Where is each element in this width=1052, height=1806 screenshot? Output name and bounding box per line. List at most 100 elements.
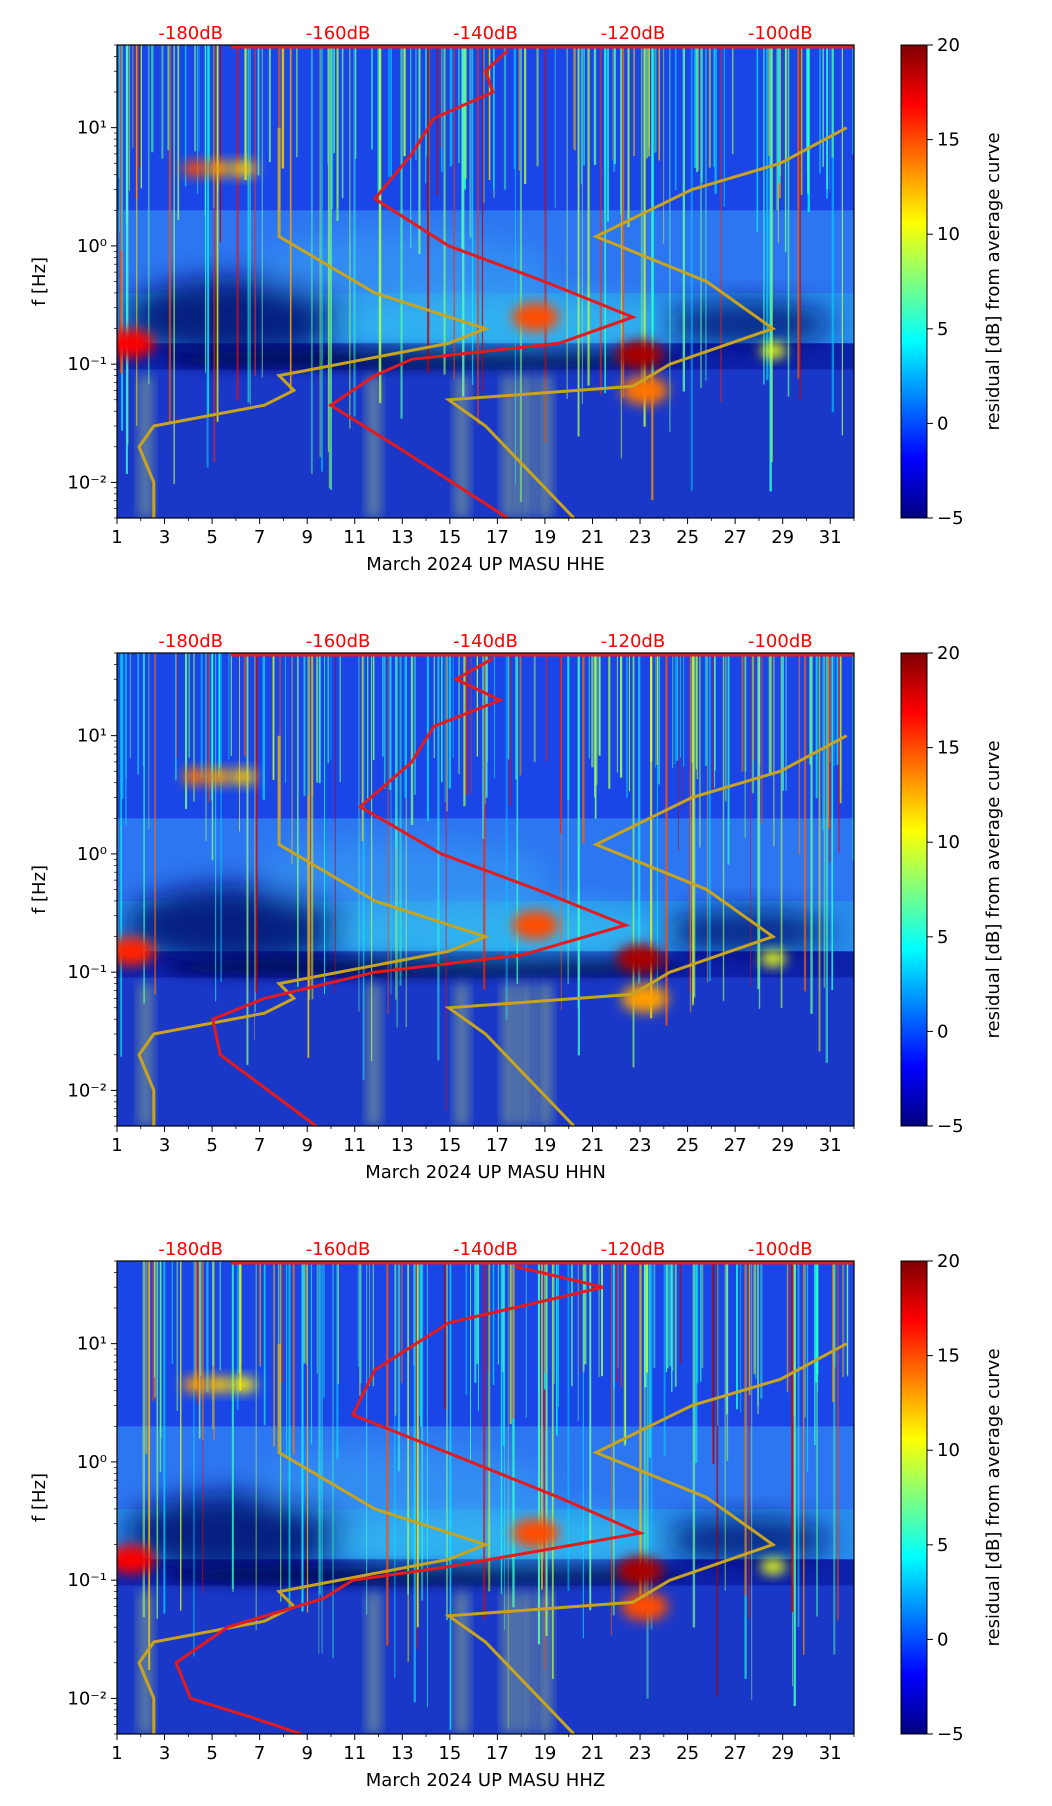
event-streak	[785, 45, 787, 159]
event-streak	[656, 653, 658, 1002]
event-streak	[390, 45, 392, 178]
event-streak	[852, 653, 854, 861]
event-streak	[769, 45, 772, 492]
event-streak	[278, 1261, 280, 1425]
event-streak	[361, 653, 364, 841]
event-streak	[639, 1261, 642, 1596]
colorbar-tick-label: 0	[937, 413, 948, 434]
event-streak	[453, 45, 455, 380]
event-streak	[268, 45, 271, 163]
event-streak	[213, 45, 216, 462]
event-streak	[125, 45, 128, 474]
event-streak	[444, 653, 447, 803]
x-tick-label: 7	[254, 1743, 265, 1764]
event-streak	[599, 45, 602, 395]
event-streak	[689, 653, 691, 992]
event-streak	[318, 1261, 320, 1654]
event-streak	[712, 653, 714, 790]
lowfreq-column	[139, 983, 152, 1126]
event-streak	[425, 45, 427, 184]
event-streak	[272, 653, 275, 780]
event-streak	[663, 1261, 666, 1457]
event-streak	[306, 1261, 307, 1365]
event-streak	[678, 653, 679, 851]
event-streak	[606, 45, 608, 210]
event-streak	[129, 653, 132, 759]
nhnm-curve	[444, 126, 848, 518]
event-streak	[449, 45, 452, 167]
event-streak	[147, 45, 150, 385]
event-streak	[318, 653, 321, 784]
event-streak	[379, 45, 382, 403]
x-axis-label: March 2024 UP MASU HHE	[366, 554, 604, 575]
event-streak	[236, 45, 239, 401]
event-streak	[220, 653, 222, 983]
event-streak	[832, 1261, 835, 1402]
event-streak	[516, 653, 519, 984]
lowfreq-column	[455, 983, 468, 1126]
y-axis-label: f [Hz]	[29, 865, 50, 914]
colorbar-tick-label: 15	[937, 1346, 960, 1367]
residual-blob	[760, 342, 787, 359]
event-streak	[244, 45, 247, 181]
residual-blob	[206, 1376, 233, 1393]
event-streak	[446, 653, 448, 812]
event-streak	[483, 45, 485, 204]
event-streak	[311, 653, 314, 1000]
event-streak	[483, 653, 486, 990]
event-streak	[477, 1261, 479, 1411]
event-streak	[620, 45, 622, 459]
event-streak	[617, 1261, 619, 1368]
event-streak	[518, 45, 520, 171]
event-streak	[254, 653, 255, 1040]
event-streak	[413, 1261, 415, 1366]
event-streak	[785, 653, 787, 791]
event-streak	[701, 1261, 704, 1368]
event-streak	[786, 1261, 788, 1393]
event-streak	[544, 45, 547, 443]
event-streak	[502, 1261, 504, 1372]
event-streak	[645, 45, 649, 159]
y-tick-label: 10¹	[77, 726, 107, 747]
event-streak	[358, 653, 360, 1012]
lowfreq-column	[455, 1591, 468, 1734]
db-scale-label: -100dB	[748, 1239, 813, 1260]
event-streak	[193, 1261, 195, 1657]
event-streak	[188, 653, 190, 758]
event-streak	[371, 653, 373, 1061]
event-streak	[206, 1261, 209, 1393]
x-tick-label: 25	[676, 1743, 699, 1764]
event-streak	[336, 45, 339, 221]
x-tick-label: 5	[206, 527, 217, 548]
db-scale-label: -120dB	[601, 1239, 666, 1260]
event-streak	[598, 653, 601, 756]
colorbar-tick-label: −5	[937, 1116, 964, 1137]
event-streak	[436, 45, 439, 196]
event-streak	[426, 45, 428, 157]
event-streak	[306, 1261, 309, 1613]
event-streak	[736, 1261, 738, 1410]
event-streak	[625, 1261, 627, 1444]
event-streak	[537, 1261, 540, 1645]
event-streak	[382, 653, 384, 757]
event-streak	[714, 45, 717, 194]
x-tick-label: 3	[159, 1135, 170, 1156]
lowfreq-column	[519, 983, 532, 1126]
event-streak	[198, 45, 200, 152]
event-streak	[176, 1261, 178, 1411]
event-streak	[682, 45, 685, 392]
event-streak	[341, 45, 344, 199]
median-psd-curve	[327, 49, 638, 518]
x-tick-label: 7	[254, 1135, 265, 1156]
event-streak	[553, 1261, 555, 1384]
microseism-band	[252, 840, 553, 921]
event-streak	[219, 1261, 221, 1371]
lowfreq-column	[139, 1591, 152, 1734]
event-streak	[331, 45, 334, 210]
event-streak	[757, 653, 760, 990]
residual-blob	[182, 768, 209, 785]
x-tick-label: 19	[533, 1743, 556, 1764]
frequency-band	[117, 1261, 854, 1427]
residual-blob	[760, 1558, 787, 1575]
event-streak	[601, 1261, 603, 1377]
